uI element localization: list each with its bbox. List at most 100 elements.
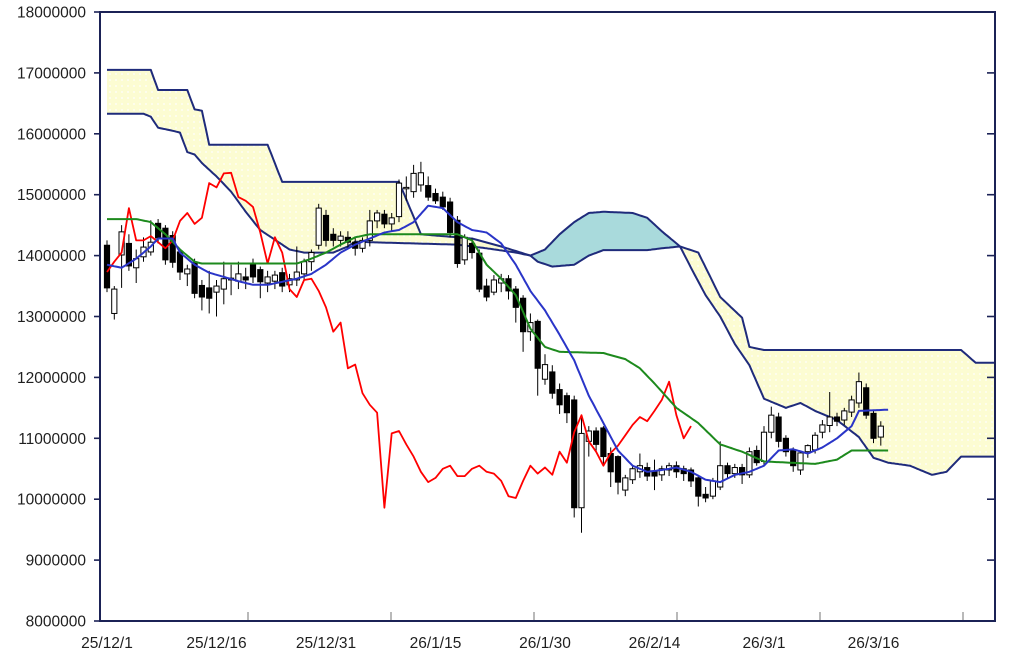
- candle-body: [739, 467, 746, 476]
- y-axis-label: 12000000: [17, 370, 86, 387]
- candle-body: [388, 217, 395, 225]
- candle-body: [804, 445, 811, 453]
- candle-body: [687, 469, 695, 482]
- chikou-span-line: [106, 171, 692, 509]
- candle-body: [812, 434, 819, 451]
- senkou_b-border-line: [107, 68, 995, 364]
- candle-body: [103, 244, 111, 289]
- candle-body: [330, 233, 337, 241]
- axes-layer: 18000000 17000000 16000000 15000000 14000000…: [17, 5, 996, 652]
- x-axis-label: 25/12/1: [81, 635, 133, 652]
- candle-body: [651, 471, 658, 477]
- y-axis-label: 17000000: [17, 65, 86, 82]
- candle-body: [746, 451, 753, 476]
- candle-body: [322, 214, 330, 241]
- candle-body: [695, 477, 702, 497]
- candle-body: [432, 192, 439, 202]
- x-axis-label: 26/3/1: [742, 635, 785, 652]
- y-axis-label: 10000000: [17, 492, 86, 509]
- candle-body: [381, 213, 388, 225]
- candle-body: [249, 264, 257, 278]
- candle-body: [198, 284, 206, 298]
- candle-body: [315, 207, 322, 246]
- candle-body: [417, 172, 424, 186]
- candle-body: [556, 389, 563, 406]
- candle-body: [819, 424, 826, 433]
- candle-body: [242, 276, 249, 281]
- candle-body: [768, 414, 775, 433]
- candle-body: [549, 371, 556, 394]
- candle-body: [191, 261, 198, 294]
- candle-body: [169, 235, 176, 263]
- candle-body: [541, 364, 549, 380]
- candles-layer: [103, 161, 884, 533]
- candle-body: [790, 449, 797, 467]
- candle-body: [220, 278, 227, 290]
- candle-body: [797, 452, 804, 471]
- candle-body: [629, 468, 636, 481]
- candle-body: [213, 285, 220, 293]
- candle-body: [760, 431, 768, 462]
- candle-body: [717, 465, 724, 488]
- candle-body: [600, 427, 607, 458]
- candle-body: [833, 416, 841, 422]
- candle-body: [206, 287, 213, 299]
- candle-body: [658, 468, 665, 476]
- candle-body: [264, 276, 271, 284]
- x-axis-label: 26/1/15: [410, 635, 462, 652]
- candle-body: [863, 387, 870, 416]
- candle-body: [301, 261, 308, 275]
- cloud-bullish-region: [530, 211, 680, 267]
- candle-body: [162, 227, 169, 261]
- y-axis-label: 16000000: [17, 126, 86, 143]
- y-axis-label: 18000000: [17, 5, 86, 22]
- candle-body: [534, 320, 541, 369]
- kijun-line: [107, 218, 889, 465]
- candle-body: [454, 219, 461, 265]
- y-axis-label: 9000000: [26, 553, 87, 570]
- cloud-bearish-region: [680, 246, 995, 475]
- candle-body: [520, 297, 527, 333]
- candle-body: [578, 432, 585, 509]
- overlay-lines-layer: [106, 171, 889, 509]
- candle-body: [709, 480, 716, 497]
- candle-body: [571, 399, 578, 509]
- candle-body: [184, 268, 191, 275]
- candle-body: [622, 477, 629, 491]
- candle-body: [731, 467, 738, 475]
- candle-body: [841, 410, 848, 421]
- y-axis-label: 13000000: [17, 309, 86, 326]
- candle-body: [512, 288, 519, 308]
- candle-body: [476, 252, 483, 290]
- tenkan-line: [106, 204, 889, 484]
- candle-body: [775, 416, 782, 442]
- x-axis-label: 25/12/16: [186, 635, 246, 652]
- candle-body: [118, 231, 125, 256]
- candle-body: [257, 269, 264, 283]
- x-axis-label: 26/3/16: [848, 635, 900, 652]
- x-axis-label: 26/2/14: [629, 635, 681, 652]
- candle-body: [410, 172, 417, 193]
- candle-body: [337, 235, 344, 241]
- x-axis-label: 25/12/31: [296, 635, 356, 652]
- candle-body: [293, 271, 300, 281]
- candle-body: [425, 185, 432, 198]
- candle-body: [395, 182, 403, 218]
- candle-body: [125, 242, 133, 267]
- y-axis-label: 14000000: [17, 248, 86, 265]
- candle-body: [724, 465, 731, 475]
- candle-body: [593, 430, 600, 445]
- candle-body: [855, 381, 862, 404]
- x-axis-label: 26/1/30: [519, 635, 571, 652]
- y-axis-label: 8000000: [26, 614, 87, 631]
- candle-body: [461, 236, 468, 261]
- candle-body: [490, 279, 497, 293]
- candle-body: [782, 437, 789, 453]
- candle-body: [870, 412, 877, 439]
- candle-body: [826, 416, 833, 427]
- candle-body: [271, 274, 278, 282]
- y-axis-label: 15000000: [17, 187, 86, 204]
- candle-body: [877, 425, 884, 438]
